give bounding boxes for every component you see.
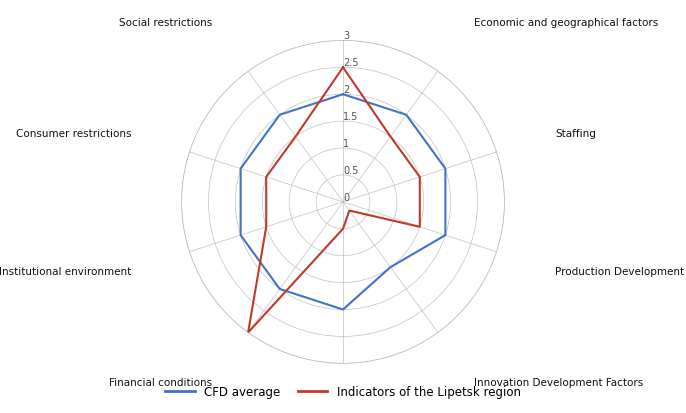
Text: Financial conditions: Financial conditions (109, 377, 212, 387)
Text: Innovation Development Factors: Innovation Development Factors (474, 377, 643, 387)
Text: Economic and geographical factors: Economic and geographical factors (474, 18, 659, 28)
Text: Social restrictions: Social restrictions (119, 18, 212, 28)
Text: Consumer restrictions: Consumer restrictions (16, 129, 131, 139)
Text: Production Development Level: Production Development Level (555, 266, 686, 276)
Text: Staffing: Staffing (555, 129, 595, 139)
Text: Institutional environment: Institutional environment (0, 266, 131, 276)
Legend: CFD average, Indicators of the Lipetsk region: CFD average, Indicators of the Lipetsk r… (161, 381, 525, 403)
